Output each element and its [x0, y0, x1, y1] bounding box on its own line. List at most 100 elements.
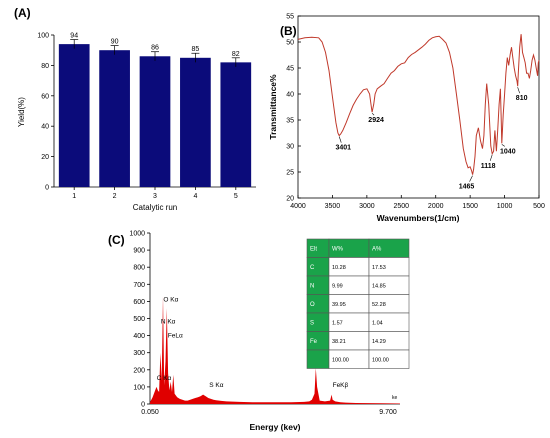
x-unit-label: ke [392, 395, 398, 401]
table-header-cell: W% [332, 246, 344, 252]
table-value: 100.00 [372, 357, 389, 363]
x-tick-label: 1500 [462, 203, 478, 210]
y-tick-label: 45 [286, 66, 294, 73]
x-tick-label: 2000 [428, 203, 444, 210]
data-label: 82 [232, 51, 240, 58]
panel-a-label: (A) [14, 6, 31, 20]
y-tick-label: 30 [286, 144, 294, 151]
x-tick-label: 500 [533, 203, 545, 210]
x-tick-label: 3000 [359, 203, 375, 210]
peak-label: N Kα [161, 319, 176, 326]
x-tick-label: 4 [193, 193, 197, 200]
table-value: 52.28 [372, 302, 386, 308]
annotation-pointer [371, 112, 375, 116]
x-tick-label: 3 [153, 193, 157, 200]
data-label: 94 [70, 33, 78, 40]
annotation-pointer [517, 87, 520, 94]
x-tick-label: 2500 [393, 203, 409, 210]
annotation-pointer [501, 144, 505, 147]
y-tick-label: 300 [133, 350, 145, 357]
peak-annotation: 2924 [368, 117, 384, 124]
y-tick-label: 50 [286, 40, 294, 47]
table-value: 14.29 [372, 339, 386, 345]
x-tick-label: 1 [72, 193, 76, 200]
x-tick-label-start: 0.050 [141, 409, 159, 416]
panel-c-label: (C) [108, 233, 125, 247]
table-value: 1.57 [332, 320, 343, 326]
y-tick-label: 100 [37, 33, 49, 40]
bar [99, 50, 130, 188]
table-value: 39.95 [332, 302, 346, 308]
y-tick-label: 40 [41, 124, 49, 131]
table-value: C [310, 265, 315, 271]
peak-annotation: 1465 [459, 184, 475, 191]
peak-label: C Kα [157, 375, 172, 382]
annotation-pointer [489, 154, 493, 161]
x-axis-label: Wavenumbers(1/cm) [377, 213, 460, 223]
y-tick-label: 0 [141, 402, 145, 409]
x-tick-label: 4000 [290, 203, 306, 210]
panel-b-label: (B) [280, 24, 297, 38]
ftir-spectrum-line [297, 34, 540, 175]
annotation-pointer [469, 175, 473, 182]
panel-c: (C) 0 100 200 300 400 500 600 700 800 900 1000 O K… [108, 231, 410, 432]
x-tick-label: 3500 [325, 203, 341, 210]
y-tick-label: 20 [41, 154, 49, 161]
y-tick-label: 700 [133, 282, 145, 289]
peak-label: FeKβ [333, 382, 349, 389]
x-tick-label: 1000 [497, 203, 513, 210]
table-value: 9.99 [332, 283, 343, 289]
bar [139, 56, 171, 187]
plot-frame [297, 15, 540, 199]
table-value: N [310, 283, 314, 289]
bar [58, 44, 90, 188]
y-tick-label: 100 [133, 384, 145, 391]
data-label: 86 [151, 45, 159, 52]
table-value: S [310, 320, 314, 326]
y-tick-label: 500 [133, 316, 145, 323]
y-axis-label: Yield(%) [17, 97, 26, 127]
table-value: 14.85 [372, 283, 386, 289]
table-header-cell: Elt [310, 246, 317, 252]
y-axis-label: Transmittance% [268, 74, 278, 140]
table-value: 17.53 [372, 265, 386, 271]
table-value: 100.00 [332, 357, 349, 363]
data-label: 85 [192, 46, 200, 53]
y-tick-label: 0 [45, 185, 49, 192]
peak-label: FeLα [168, 332, 183, 339]
y-tick-label: 20 [286, 196, 294, 203]
table-value: 10.28 [332, 265, 346, 271]
peak-annotation: 1040 [500, 148, 516, 155]
peak-label: S Kα [209, 382, 223, 389]
panel-a: (A) 94 90 86 85 82 0 20 40 60 80 100 1 2 3 4 5 Catalyt… [14, 6, 256, 212]
y-tick-label: 60 [41, 93, 49, 100]
table-value: O [310, 302, 315, 308]
peak-label: O Kα [163, 296, 178, 303]
x-tick-label-end: 9.700 [379, 409, 397, 416]
bar [220, 62, 252, 187]
table-value: 1.04 [372, 320, 383, 326]
y-tick-label: 25 [286, 170, 294, 177]
composition-table: Elt W% A% C 10.28 17.53 N 9.99 14.85 O 39.95 52.28 S… [306, 238, 410, 369]
x-axis-label: Catalytic run [133, 203, 177, 212]
table-value: 38.21 [332, 339, 346, 345]
table-value: Fe [310, 339, 318, 345]
bar [180, 57, 211, 187]
peak-annotation: 1118 [481, 163, 496, 170]
y-tick-label: 400 [133, 333, 145, 340]
table-cell [306, 349, 330, 369]
y-tick-label: 1000 [129, 231, 145, 238]
y-tick-label: 900 [133, 248, 145, 255]
y-tick-label: 800 [133, 265, 145, 272]
table-cell [368, 349, 410, 369]
y-tick-label: 35 [286, 118, 294, 125]
panel-b: (B) 4000 3500 3000 2500 2000 1500 1000 500 20 25 3… [268, 14, 545, 224]
data-label: 90 [111, 39, 119, 46]
y-tick-label: 40 [286, 92, 294, 99]
y-tick-label: 600 [133, 299, 145, 306]
peak-annotation: 810 [516, 95, 528, 102]
y-tick-label: 80 [41, 63, 49, 70]
table-header-cell: A% [372, 246, 382, 252]
peak-annotation: 3401 [335, 145, 351, 152]
